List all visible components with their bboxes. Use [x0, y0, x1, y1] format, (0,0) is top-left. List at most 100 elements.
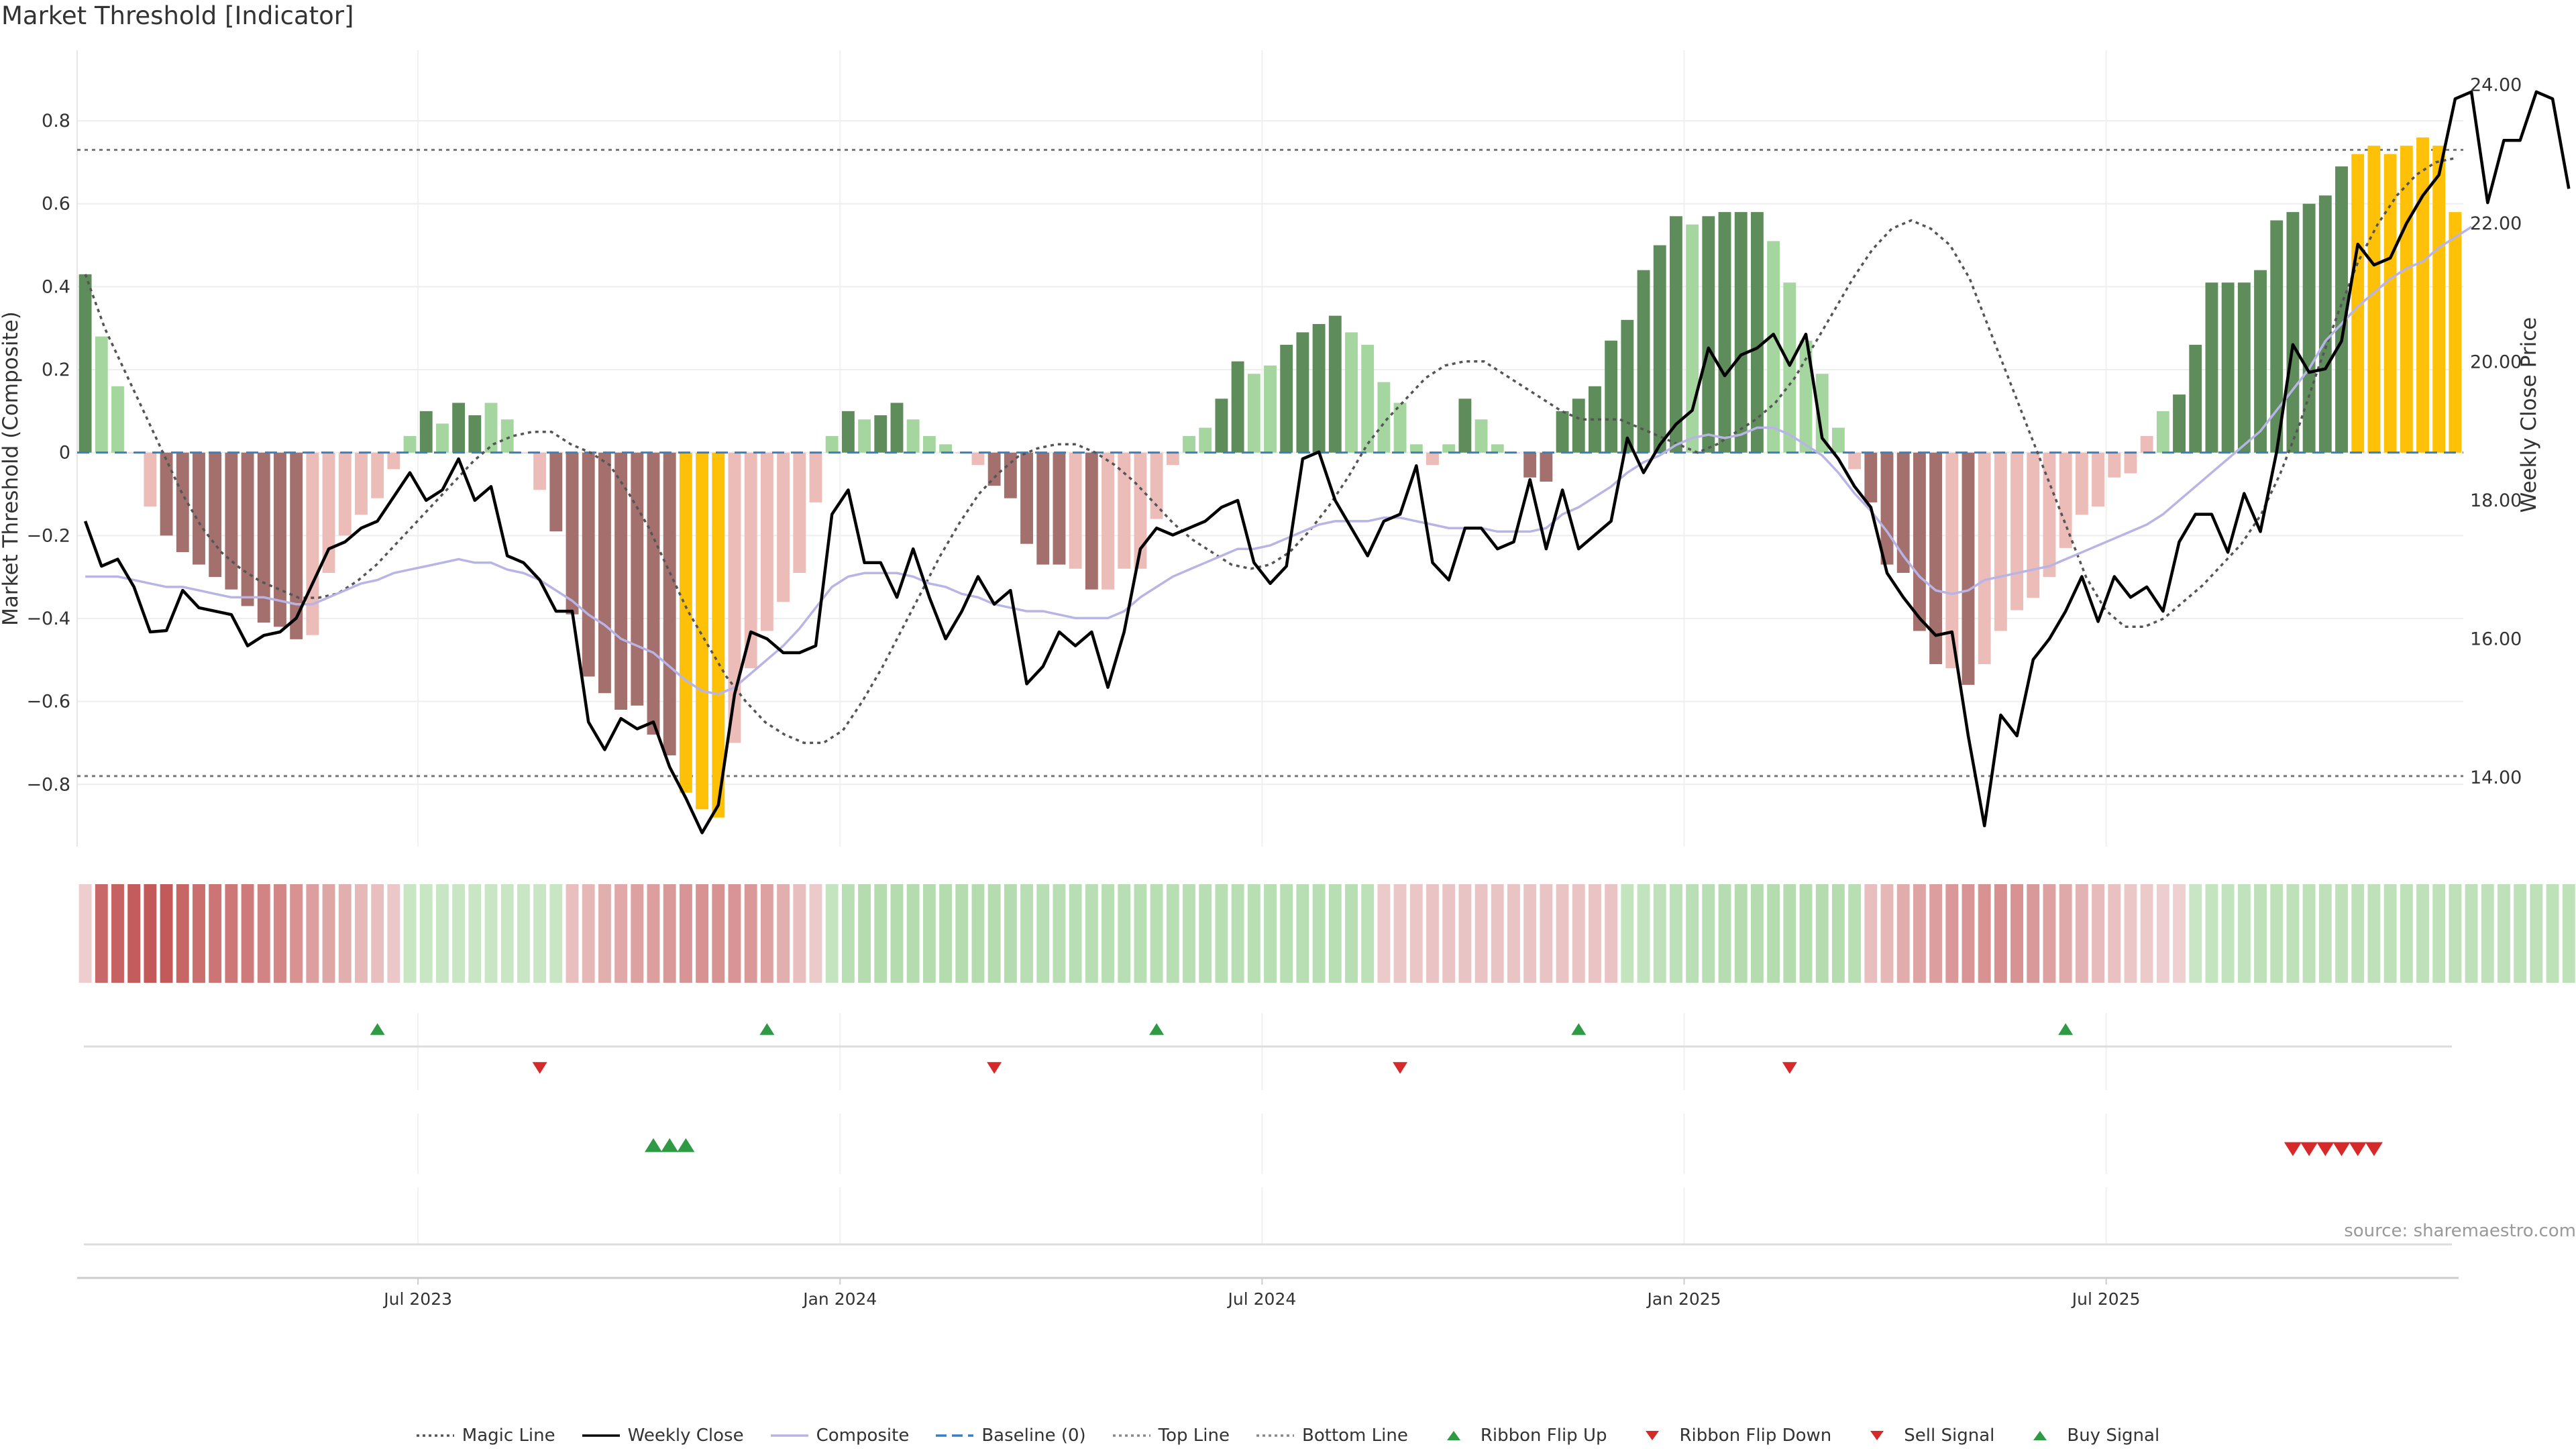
composite-bar	[1605, 340, 1618, 453]
composite-bar	[1572, 398, 1585, 453]
legend-label: Composite	[816, 1426, 910, 1446]
ribbon-cell	[387, 884, 400, 983]
composite-bar	[1962, 452, 1975, 685]
ribbon-cell	[2173, 884, 2186, 983]
composite-bar	[1750, 212, 1764, 453]
composite-bar	[355, 452, 368, 515]
composite-bar	[1978, 452, 1991, 664]
composite-bar	[274, 452, 286, 627]
ribbon-cell	[1134, 884, 1147, 983]
ribbon-cell	[2270, 884, 2284, 983]
composite-bar	[696, 452, 709, 810]
composite-bar	[1686, 224, 1699, 453]
composite-bar	[728, 452, 741, 743]
ribbon-cell	[1669, 884, 1682, 983]
ribbon-cell	[306, 884, 319, 983]
signals-layer	[84, 1013, 2452, 1246]
composite-bar	[1296, 332, 1309, 453]
ribbon-cell	[1556, 884, 1569, 983]
ribbon-cell	[517, 884, 530, 983]
legend-item: Composite	[770, 1426, 910, 1446]
ribbon-cell	[1718, 884, 1731, 983]
ribbon-cell	[1264, 884, 1277, 983]
y2-tick-label: 22.00	[2470, 213, 2522, 234]
composite-bar	[2302, 203, 2316, 453]
composite-bar	[1929, 452, 1943, 664]
page-title: Market Threshold [Indicator]	[1, 1, 354, 30]
ribbon-cell	[1880, 884, 1894, 983]
ribbon-cell	[2383, 884, 2397, 983]
composite-bar	[2449, 212, 2462, 453]
composite-bar	[225, 452, 238, 590]
ribbon-cell	[127, 884, 141, 983]
ribbon-cell	[436, 884, 449, 983]
y-axis-title: Market Threshold (Composite)	[0, 311, 23, 626]
ribbon-cell	[1247, 884, 1260, 983]
composite-bar	[987, 452, 1001, 486]
y2-tick-label: 20.00	[2470, 352, 2522, 372]
ribbon-cell	[1426, 884, 1439, 983]
composite-bar	[582, 452, 595, 677]
composite-bar	[1589, 386, 1601, 453]
composite-bar	[1491, 444, 1504, 453]
composite-bar	[1831, 427, 1845, 453]
y-tick-label: −0.4	[26, 608, 70, 629]
ribbon-cell	[1166, 884, 1179, 983]
ribbon-flip-up-marker	[370, 1023, 385, 1035]
ribbon-cell	[1215, 884, 1228, 983]
triangle-down-icon	[1870, 1431, 1884, 1440]
ribbon-cell	[1653, 884, 1666, 983]
triangle-down-icon	[1646, 1431, 1660, 1440]
ribbon-cell	[663, 884, 676, 983]
ribbon-cell	[1020, 884, 1033, 983]
y-tick-label: 0.6	[42, 194, 70, 215]
ribbon-cell	[1442, 884, 1456, 983]
ribbon-cell	[971, 884, 985, 983]
composite-bar	[1361, 344, 1375, 453]
composite-bar	[1085, 452, 1098, 590]
ribbon-flip-up-marker	[1571, 1023, 1587, 1035]
ribbon-cell	[1183, 884, 1195, 983]
ribbon-cell	[1864, 884, 1878, 983]
ribbon-cell	[1507, 884, 1520, 983]
composite-bar	[1637, 270, 1650, 453]
composite-bar	[371, 452, 384, 498]
ribbon-cell	[2481, 884, 2494, 983]
ribbon-cell	[598, 884, 611, 983]
y2-tick-label: 18.00	[2470, 490, 2522, 511]
composite-bar	[922, 435, 936, 453]
composite-bar	[322, 452, 335, 573]
composite-bar	[484, 402, 498, 453]
ribbon-cell	[1589, 884, 1601, 983]
ribbon-cell	[2286, 884, 2300, 983]
ribbon-cell	[1036, 884, 1050, 983]
dotted-line	[1256, 1434, 1294, 1437]
composite-bar	[2270, 220, 2284, 453]
ribbon-cell	[2335, 884, 2348, 983]
ribbon-strip	[78, 884, 2575, 983]
composite-bar	[2140, 435, 2153, 453]
y-tick-label: 0.2	[42, 360, 70, 380]
ribbon-cell	[2254, 884, 2267, 983]
composite-bar	[160, 452, 173, 536]
composite-bar	[144, 452, 157, 507]
ribbon-cell	[922, 884, 936, 983]
ribbon-cell	[2075, 884, 2088, 983]
ribbon-cell	[2189, 884, 2202, 983]
composite-bar	[2351, 154, 2365, 453]
composite-bar	[1134, 452, 1147, 569]
composite-bar	[452, 402, 466, 453]
ribbon-cell	[1929, 884, 1943, 983]
composite-bar	[403, 435, 417, 453]
composite-bar	[598, 452, 611, 694]
ribbon-cell	[2562, 884, 2575, 983]
composite-bar	[809, 452, 822, 502]
ribbon-cell	[484, 884, 498, 983]
ribbon-cell	[2302, 884, 2316, 983]
ribbon-cell	[95, 884, 108, 983]
ribbon-cell	[793, 884, 806, 983]
ribbon-cell	[1491, 884, 1504, 983]
composite-bar	[2221, 282, 2235, 453]
ribbon-cell	[500, 884, 514, 983]
composite-bar	[1409, 444, 1423, 453]
